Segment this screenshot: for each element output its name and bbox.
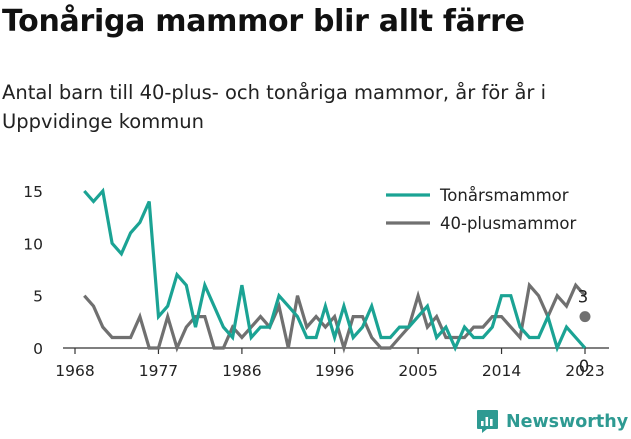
x-tick-label: 2014 (482, 362, 521, 380)
legend-label: Tonårsmammor (439, 186, 569, 205)
x-tick-label: 1977 (139, 362, 178, 380)
x-tick-label: 1986 (222, 362, 261, 380)
x-tick-label: 1968 (55, 362, 94, 380)
y-tick-label: 5 (33, 288, 43, 306)
x-axis: 1968 1977 1986 1996 2005 2014 2023 (55, 347, 609, 380)
y-tick-label: 0 (33, 340, 43, 358)
line-chart: 0 5 10 15 1968 1977 1986 1996 2005 2014 2023 Tonå… (23, 183, 609, 380)
y-axis: 0 5 10 15 (23, 183, 43, 358)
newsworthy-logo-icon (477, 410, 498, 433)
brand-name: Newsworthy (506, 411, 629, 432)
end-value-label: 0 (579, 357, 590, 376)
legend-label: 40-plusmammor (440, 214, 576, 233)
legend: Tonårsmammor 40-plusmammor (386, 186, 576, 233)
y-tick-label: 15 (23, 183, 43, 201)
end-labels: 30 (578, 288, 590, 376)
series-layer (83, 187, 591, 354)
chart-title: Tonåriga mammor blir allt färre (2, 4, 525, 39)
end-value-label: 3 (578, 288, 589, 307)
endpoint-marker (579, 311, 591, 323)
x-tick-label: 1996 (315, 362, 354, 380)
chart-subtitle: Antal barn till 40-plus- och tonåriga ma… (2, 81, 547, 133)
newsworthy-logo: Newsworthy (476, 409, 628, 434)
series-line (83, 187, 587, 353)
y-tick-label: 10 (23, 235, 43, 253)
x-tick-label: 2023 (565, 362, 604, 380)
x-tick-label: 2005 (398, 362, 437, 380)
series-line (83, 281, 587, 354)
